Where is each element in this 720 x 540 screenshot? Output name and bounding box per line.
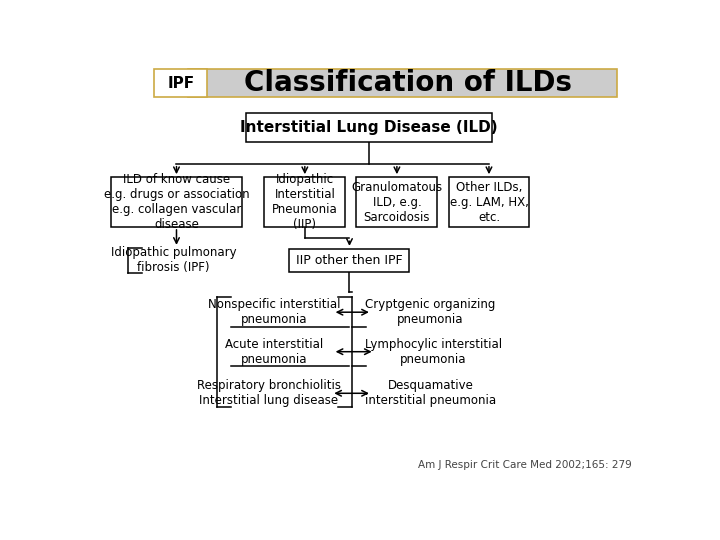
FancyBboxPatch shape xyxy=(188,69,617,97)
Text: Interstitial Lung Disease (ILD): Interstitial Lung Disease (ILD) xyxy=(240,120,498,134)
Text: Lymphocylic interstitial
pneumonia: Lymphocylic interstitial pneumonia xyxy=(364,338,502,366)
Text: Granulomatous
ILD, e.g.
Sarcoidosis: Granulomatous ILD, e.g. Sarcoidosis xyxy=(351,180,443,224)
Text: Nonspecific interstitial
pneumonia: Nonspecific interstitial pneumonia xyxy=(208,298,341,326)
FancyBboxPatch shape xyxy=(356,177,437,227)
Text: ILD of know cause
e.g. drugs or association
e.g. collagen vascular
disease: ILD of know cause e.g. drugs or associat… xyxy=(104,173,249,231)
FancyBboxPatch shape xyxy=(154,69,207,97)
FancyBboxPatch shape xyxy=(246,113,492,141)
Text: Respiratory bronchiolitis
Interstitial lung disease: Respiratory bronchiolitis Interstitial l… xyxy=(197,379,341,407)
Text: Idiopathic
Interstitial
Pneumonia
(IIP): Idiopathic Interstitial Pneumonia (IIP) xyxy=(272,173,338,231)
Text: IIP other then IPF: IIP other then IPF xyxy=(296,254,402,267)
Text: Cryptgenic organizing
pneumonia: Cryptgenic organizing pneumonia xyxy=(365,298,495,326)
Text: Idiopathic pulmonary
fibrosis (IPF): Idiopathic pulmonary fibrosis (IPF) xyxy=(111,246,236,274)
FancyBboxPatch shape xyxy=(449,177,529,227)
Text: Desquamative
interstitial pneumonia: Desquamative interstitial pneumonia xyxy=(365,379,496,407)
Text: Acute interstitial
pneumonia: Acute interstitial pneumonia xyxy=(225,338,323,366)
Text: IPF: IPF xyxy=(167,76,194,91)
FancyBboxPatch shape xyxy=(264,177,346,227)
FancyBboxPatch shape xyxy=(289,249,410,272)
Text: Other ILDs,
e.g. LAM, HX,
etc.: Other ILDs, e.g. LAM, HX, etc. xyxy=(449,180,528,224)
Text: Am J Respir Crit Care Med 2002;165: 279: Am J Respir Crit Care Med 2002;165: 279 xyxy=(418,460,631,470)
FancyBboxPatch shape xyxy=(111,177,242,227)
Text: Classification of ILDs: Classification of ILDs xyxy=(244,69,572,97)
